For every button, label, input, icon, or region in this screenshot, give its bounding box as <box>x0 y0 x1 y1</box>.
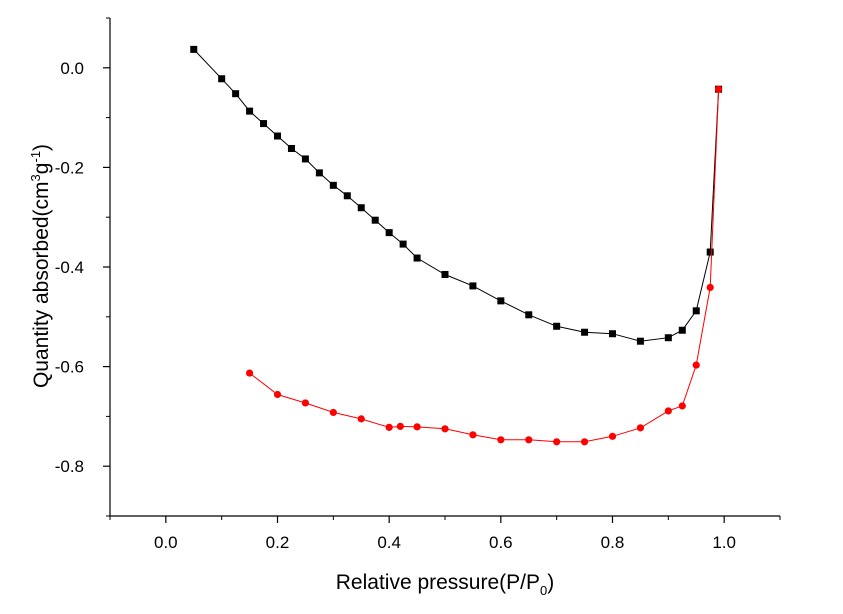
x-tick-label: 0.2 <box>266 533 290 552</box>
desorption-point <box>441 270 449 278</box>
x-ticks: 0.0 0.2 0.4 0.6 0.8 1.0 <box>109 516 781 552</box>
desorption-point <box>232 90 240 98</box>
y-tick-label: 0.0 <box>60 59 84 78</box>
desorption-line <box>193 49 720 342</box>
adsorption-point <box>553 438 561 446</box>
adsorption-point <box>706 283 714 292</box>
desorption-point <box>469 282 477 290</box>
x-tick-label: 0.0 <box>154 533 178 552</box>
adsorption-series <box>245 85 723 446</box>
desorption-point <box>371 216 379 224</box>
desorption-point <box>260 120 268 128</box>
adsorption-point <box>441 425 449 433</box>
x-tick-label: 0.4 <box>377 533 401 552</box>
adsorption-point <box>385 423 393 431</box>
y-tick-label: -0.2 <box>55 158 84 177</box>
axes <box>109 18 780 517</box>
adsorption-point <box>525 436 533 444</box>
adsorption-point <box>678 402 686 410</box>
adsorption-point <box>664 407 672 415</box>
desorption-point <box>246 107 254 115</box>
desorption-point <box>609 330 616 338</box>
adsorption-point <box>636 424 645 432</box>
desorption-point <box>315 169 323 177</box>
desorption-point <box>301 155 309 163</box>
adsorption-point <box>692 361 700 369</box>
x-axis-title: Relative pressure(P/P0) <box>336 571 554 598</box>
adsorption-point <box>396 422 404 430</box>
desorption-point <box>664 334 672 342</box>
desorption-point <box>692 307 700 315</box>
desorption-point <box>678 326 686 334</box>
x-tick-label: 0.6 <box>489 533 513 552</box>
desorption-point <box>706 248 714 256</box>
x-tick-label: 0.8 <box>601 533 625 552</box>
desorption-point <box>190 45 198 53</box>
desorption-point <box>636 337 644 345</box>
adsorption-point <box>608 432 617 440</box>
desorption-point <box>357 204 365 212</box>
desorption-point <box>581 328 589 336</box>
desorption-point <box>218 75 226 83</box>
y-tick-label: -0.4 <box>55 258 84 277</box>
adsorption-point <box>469 431 477 439</box>
adsorption-point <box>357 415 365 423</box>
desorption-point <box>497 297 505 305</box>
adsorption-point <box>301 399 310 407</box>
desorption-point <box>287 144 295 152</box>
desorption-point <box>385 229 393 237</box>
y-tick-label: -0.6 <box>55 358 84 377</box>
adsorption-line <box>249 89 720 443</box>
desorption-series <box>190 45 723 345</box>
adsorption-point <box>714 85 723 93</box>
desorption-point <box>399 240 407 248</box>
desorption-point <box>413 254 421 262</box>
y-ticks: 0.0 -0.2 -0.4 -0.6 -0.8 <box>55 17 110 517</box>
adsorption-point <box>413 423 421 431</box>
desorption-point <box>343 192 351 200</box>
desorption-point <box>553 322 561 330</box>
adsorption-point <box>245 369 254 377</box>
adsorption-point <box>580 438 589 446</box>
desorption-point <box>329 181 337 189</box>
series-layer <box>190 45 723 446</box>
y-tick-label: -0.8 <box>55 457 84 476</box>
adsorption-point <box>497 436 505 444</box>
desorption-point <box>525 311 533 319</box>
y-axis-title: Quantity absorbed(cm3g-1) <box>28 144 53 388</box>
desorption-point <box>274 132 281 140</box>
x-tick-label: 1.0 <box>712 533 736 552</box>
adsorption-point <box>273 390 282 399</box>
adsorption-point <box>329 408 337 417</box>
